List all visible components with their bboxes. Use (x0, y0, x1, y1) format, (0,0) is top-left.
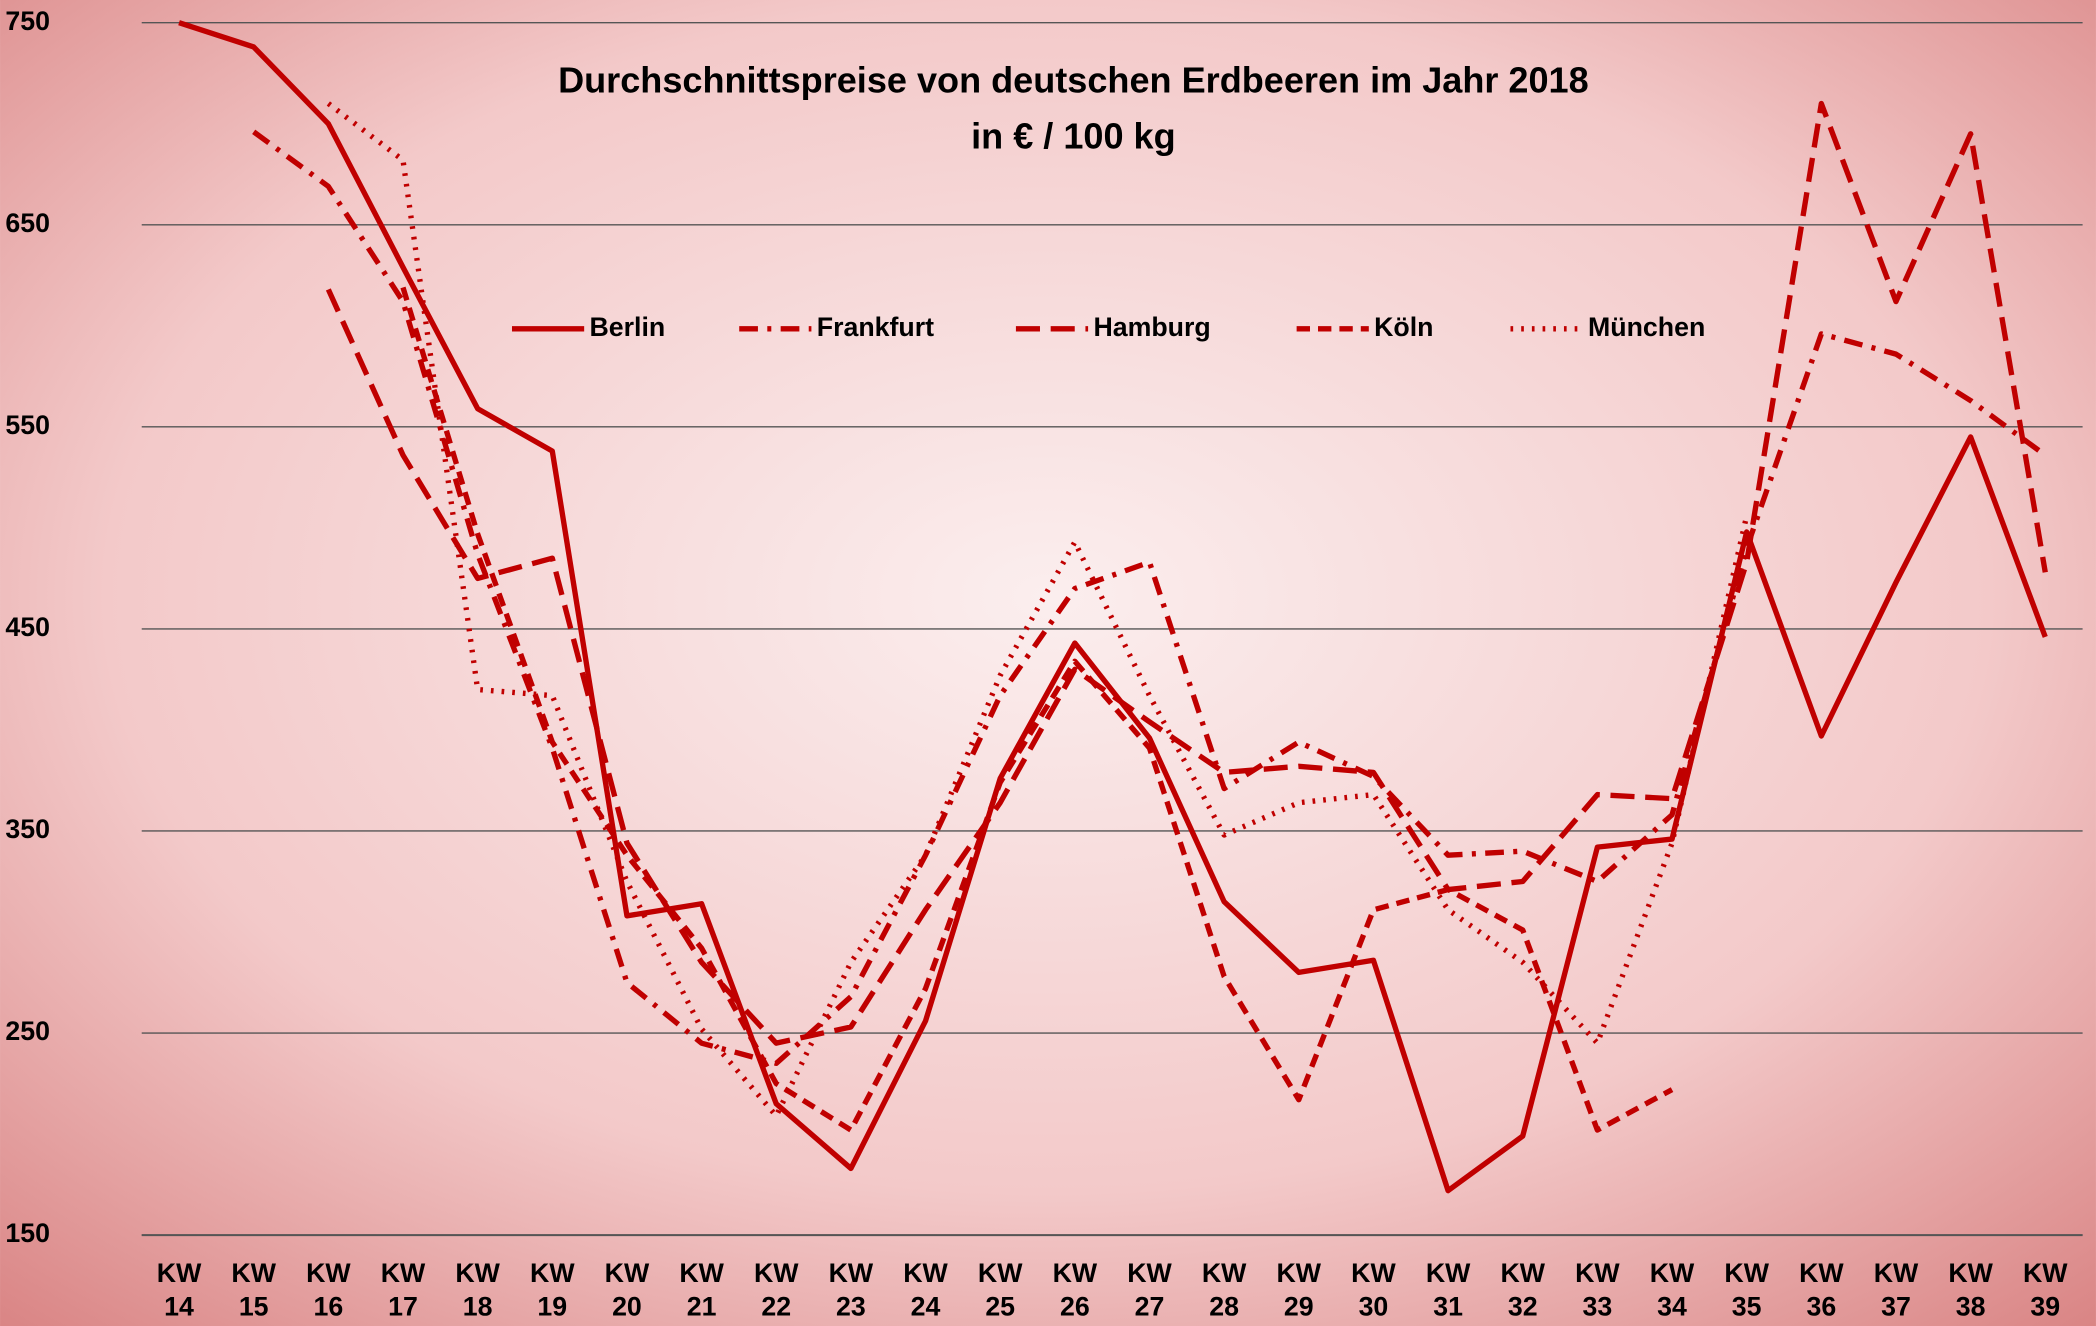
x-tick-label: KW 22 (754, 1258, 799, 1321)
y-tick-label: 550 (5, 410, 50, 440)
x-tick-label: KW 37 (1874, 1258, 1919, 1321)
x-tick-label: KW 34 (1650, 1258, 1695, 1321)
legend-label: München (1588, 312, 1705, 342)
x-tick-label: KW 25 (978, 1258, 1023, 1321)
x-tick-label: KW 36 (1799, 1258, 1844, 1321)
series-line (325, 100, 2048, 1046)
x-tick-label: KW 39 (2023, 1258, 2068, 1321)
x-tick-label: KW 32 (1500, 1258, 1545, 1321)
x-tick-label: KW 20 (605, 1258, 650, 1321)
series-line (400, 286, 1674, 1133)
x-tick-label: KW 16 (306, 1258, 351, 1321)
x-tick-label: KW 30 (1351, 1258, 1396, 1321)
series-line (326, 101, 1750, 1119)
legend-label: Frankfurt (817, 312, 934, 342)
x-tick-label: KW 28 (1202, 1258, 1247, 1321)
x-tick-label: KW 33 (1575, 1258, 1620, 1321)
x-tick-label: KW 38 (1948, 1258, 1993, 1321)
x-tick-label: KW 14 (157, 1258, 202, 1321)
x-tick-label: KW 35 (1724, 1258, 1769, 1321)
x-tick-label: KW 31 (1426, 1258, 1471, 1321)
x-tick-label: KW 24 (903, 1258, 948, 1321)
y-tick-label: 150 (5, 1218, 50, 1248)
legend-label: Köln (1374, 312, 1433, 342)
x-tick-label: KW 27 (1127, 1258, 1172, 1321)
x-tick-label: KW 18 (455, 1258, 500, 1321)
x-tick-label: KW 26 (1053, 1258, 1098, 1321)
legend-label: Hamburg (1093, 312, 1210, 342)
y-tick-label: 750 (5, 6, 50, 36)
chart-title: Durchschnittspreise von deutschen Erdbee… (558, 59, 1589, 100)
x-tick-label: KW 17 (381, 1258, 426, 1321)
y-tick-label: 350 (5, 814, 50, 844)
legend-label: Berlin (590, 312, 666, 342)
x-tick-label: KW 15 (231, 1258, 276, 1321)
y-tick-label: 250 (5, 1016, 50, 1046)
y-tick-label: 450 (5, 612, 50, 642)
x-tick-label: KW 23 (829, 1258, 874, 1321)
x-tick-label: KW 21 (679, 1258, 724, 1321)
x-tick-label: KW 29 (1277, 1258, 1322, 1321)
y-tick-label: 650 (5, 208, 50, 238)
x-tick-label: KW 19 (530, 1258, 575, 1321)
chart-subtitle: in € / 100 kg (971, 116, 1176, 157)
